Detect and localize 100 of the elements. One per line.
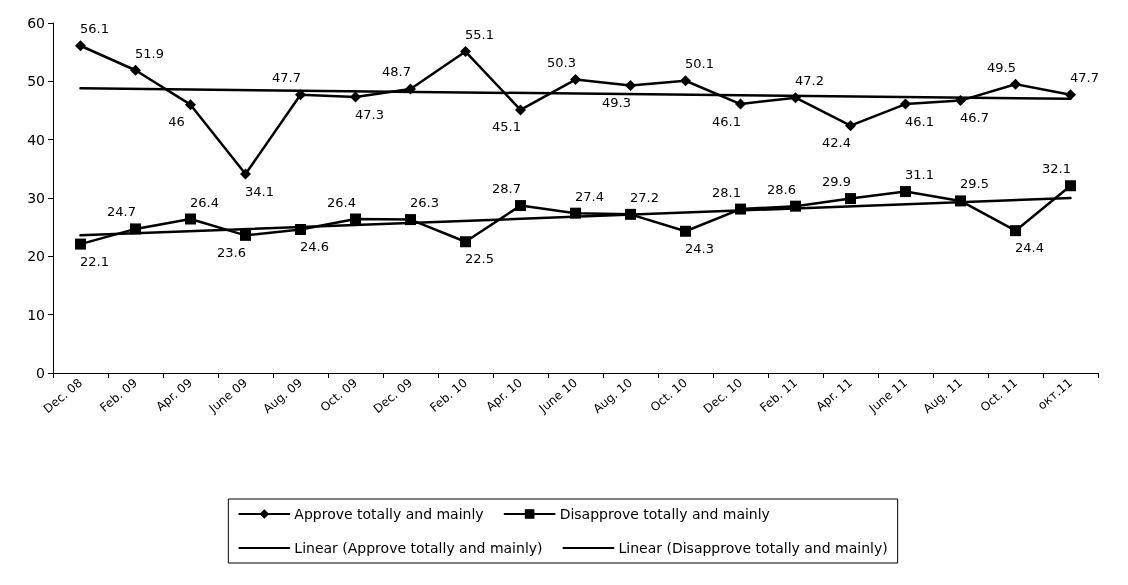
- data-label: 32.1: [1042, 161, 1071, 177]
- point: [460, 236, 471, 248]
- point: [845, 120, 856, 132]
- data-label: 47.3: [355, 106, 384, 122]
- data-label: 34.1: [245, 183, 274, 199]
- data-label: 28.1: [712, 184, 741, 200]
- point: [625, 208, 636, 220]
- point: [240, 229, 251, 241]
- data-label: 29.5: [960, 176, 989, 192]
- data-label: 22.1: [80, 253, 109, 269]
- data-label: 26.4: [190, 194, 219, 210]
- x-tick-label: Oct. 11: [977, 375, 1020, 415]
- x-tick-label: Oct. 10: [647, 375, 690, 415]
- x-tick-label: Dec. 10: [700, 375, 745, 417]
- data-label: 28.6: [767, 181, 796, 197]
- point: [130, 64, 141, 76]
- point: [955, 195, 966, 207]
- data-label: 50.1: [685, 56, 714, 72]
- x-tick-label: Apr. 11: [813, 375, 855, 414]
- point: [185, 99, 196, 111]
- data-label: 49.3: [602, 94, 631, 110]
- y-tick-label: 0: [36, 365, 45, 381]
- data-label: 24.3: [685, 240, 714, 256]
- point: [240, 168, 251, 180]
- point: [900, 98, 911, 110]
- point: [680, 225, 691, 237]
- legend-label: Disapprove totally and mainly: [559, 506, 770, 522]
- data-label: 28.7: [492, 181, 521, 197]
- point: [130, 223, 141, 235]
- point: [955, 95, 966, 107]
- data-label: 24.4: [1015, 240, 1044, 256]
- x-tick-label: Feb. 11: [757, 375, 800, 415]
- x-tick-label: Feb. 09: [97, 375, 140, 415]
- data-label: 26.3: [410, 195, 439, 211]
- data-label: 27.4: [575, 188, 604, 204]
- data-label: 50.3: [547, 55, 576, 71]
- point: [295, 224, 306, 235]
- data-label: 22.5: [465, 251, 494, 267]
- point: [1065, 89, 1076, 101]
- point: [680, 75, 691, 87]
- point: [570, 207, 581, 219]
- point: [570, 74, 581, 86]
- data-label: 55.1: [465, 27, 494, 43]
- x-tick-label: Aug. 09: [260, 375, 305, 417]
- data-label: 47.7: [272, 70, 301, 86]
- point: [1010, 78, 1021, 90]
- point: [350, 213, 361, 225]
- point: [515, 200, 526, 212]
- y-tick-label: 60: [27, 15, 45, 31]
- data-label: 47.2: [795, 73, 824, 89]
- y-tick-label: 50: [27, 73, 45, 90]
- y-tick-label: 20: [27, 248, 45, 265]
- point: [460, 46, 471, 58]
- point: [625, 79, 636, 91]
- y-tick-label: 10: [27, 306, 45, 323]
- data-label: 49.5: [987, 59, 1016, 75]
- point: [735, 203, 746, 215]
- point: [790, 200, 801, 212]
- legend-label: Linear (Approve totally and mainly): [294, 540, 543, 556]
- data-label: 24.6: [300, 239, 329, 254]
- x-tick-label: Aug. 10: [590, 375, 635, 417]
- x-tick-label: Feb. 10: [427, 375, 470, 415]
- data-label: 45.1: [492, 119, 521, 135]
- point: [1065, 180, 1076, 192]
- point: [405, 214, 416, 226]
- data-label: 48.7: [382, 64, 411, 80]
- data-label: 27.2: [630, 189, 659, 205]
- point: [295, 89, 306, 101]
- point: [350, 91, 361, 103]
- data-label: 46.1: [712, 113, 741, 129]
- data-label: 46: [168, 114, 185, 130]
- y-tick-label: 30: [27, 190, 45, 206]
- data-label: 46.7: [960, 110, 989, 126]
- point: [185, 213, 196, 225]
- point: [405, 83, 416, 95]
- legend-label: Approve totally and mainly: [294, 506, 484, 522]
- y-tick-label: 40: [27, 131, 45, 148]
- point: [790, 92, 801, 104]
- data-label: 26.4: [327, 194, 356, 210]
- x-tick-label: Oct. 09: [317, 375, 360, 415]
- x-tick-label: Apr. 09: [153, 375, 195, 414]
- data-label: 23.6: [217, 244, 246, 260]
- data-label: 24.7: [107, 204, 136, 220]
- point: [735, 98, 746, 110]
- data-label: 29.9: [822, 174, 851, 190]
- point: [1010, 225, 1021, 237]
- point: [75, 40, 86, 52]
- data-label: 47.7: [1070, 70, 1099, 86]
- x-tick-label: Aug. 11: [920, 375, 965, 417]
- point: [75, 238, 86, 250]
- data-label: 42.4: [822, 135, 851, 151]
- point: [515, 104, 526, 116]
- data-label: 56.1: [80, 21, 109, 37]
- x-tick-label: Apr. 10: [483, 375, 525, 414]
- point: [900, 186, 911, 198]
- data-label: 31.1: [905, 167, 934, 183]
- legend-label: Linear (Disapprove totally and mainly): [618, 540, 888, 556]
- data-label: 51.9: [135, 45, 164, 61]
- point: [845, 193, 856, 205]
- x-tick-label: Dec. 09: [370, 375, 415, 417]
